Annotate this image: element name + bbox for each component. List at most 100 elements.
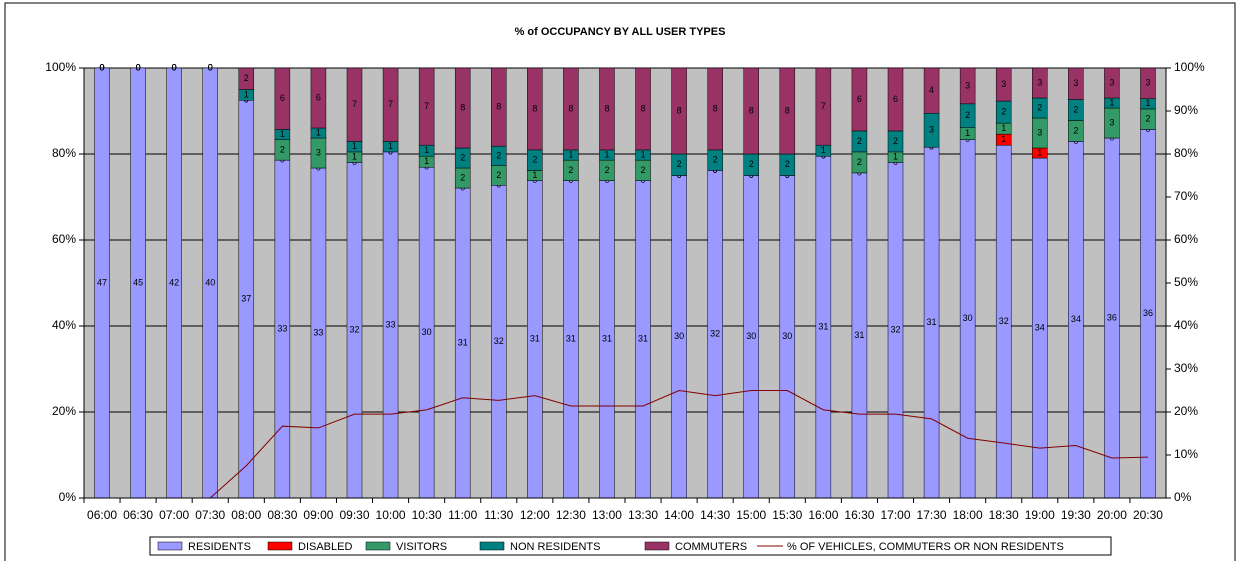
x-tick-label: 07:00	[159, 508, 189, 522]
data-label: 0	[208, 62, 213, 72]
data-label: 1	[532, 170, 537, 180]
data-label: 1	[604, 149, 609, 159]
data-label: 2	[460, 172, 465, 182]
x-tick-label: 16:00	[808, 508, 838, 522]
data-label: 8	[604, 103, 609, 113]
data-label: 8	[532, 103, 537, 113]
data-label: 1	[1145, 98, 1150, 108]
data-label: 1	[893, 152, 898, 162]
data-label: 2	[857, 157, 862, 167]
y2-tick-label: 0%	[1174, 490, 1192, 504]
y2-tick-label: 60%	[1174, 232, 1198, 246]
data-label: 2	[1145, 114, 1150, 124]
bar-segment	[491, 67, 507, 147]
data-label: 30	[422, 327, 432, 337]
data-label: 30	[782, 331, 792, 341]
legend-label: RESIDENTS	[188, 541, 251, 553]
x-tick-label: 06:30	[123, 508, 153, 522]
data-label: 0	[136, 62, 141, 72]
data-label: 0	[136, 62, 141, 72]
data-label: 6	[893, 94, 898, 104]
y-tick-label: 80%	[52, 146, 76, 160]
x-tick-label: 12:30	[556, 508, 586, 522]
data-label: 3	[1037, 127, 1042, 137]
data-label: 37	[241, 294, 251, 304]
data-label: 8	[460, 102, 465, 112]
data-label: 32	[710, 329, 720, 339]
data-label: 1	[280, 129, 285, 139]
data-label: 6	[280, 93, 285, 103]
bar-segment	[635, 67, 651, 151]
y2-tick-label: 30%	[1174, 361, 1198, 375]
data-label: 1	[1037, 147, 1042, 157]
data-label: 2	[857, 136, 862, 146]
x-tick-label: 18:30	[989, 508, 1019, 522]
data-label: 2	[604, 165, 609, 175]
bar-segment	[238, 67, 255, 90]
data-label: 1	[568, 149, 573, 159]
legend-label: COMMUTERS	[675, 541, 747, 553]
data-label: 32	[890, 325, 900, 335]
data-label: 0	[208, 62, 213, 72]
bar-segment	[1104, 67, 1120, 99]
data-label: 2	[532, 155, 537, 165]
data-label: 0	[172, 62, 177, 72]
bar-segment	[995, 67, 1012, 102]
x-tick-label: 15:30	[772, 508, 802, 522]
x-tick-label: 09:00	[303, 508, 333, 522]
legend-swatch	[365, 541, 391, 551]
data-label: 0	[172, 62, 177, 72]
data-label: 8	[785, 105, 790, 115]
x-tick-label: 18:00	[953, 508, 983, 522]
data-label: 42	[169, 277, 179, 287]
x-tick-label: 08:00	[231, 508, 261, 522]
data-label: 0	[100, 62, 105, 72]
data-label: 2	[713, 155, 718, 165]
legend-swatch	[644, 541, 670, 551]
data-label: 3	[1109, 117, 1114, 127]
bar-segment	[310, 67, 327, 129]
bar-segment	[382, 67, 399, 142]
data-label: 2	[460, 152, 465, 162]
data-label: 31	[818, 321, 828, 331]
data-label: 31	[927, 317, 937, 327]
bar-segment	[563, 67, 579, 151]
x-tick-label: 13:00	[592, 508, 622, 522]
bar-segment	[418, 67, 435, 146]
x-tick-label: 19:00	[1025, 508, 1055, 522]
bar-segment	[274, 67, 291, 130]
data-label: 2	[1073, 125, 1078, 135]
data-label: 30	[674, 331, 684, 341]
data-label: 1	[1109, 97, 1114, 107]
legend-swatch	[267, 541, 293, 551]
data-label: 7	[352, 99, 357, 109]
data-label: 1	[1001, 134, 1006, 144]
data-label: 1	[641, 149, 646, 159]
data-label: 3	[1109, 77, 1114, 87]
legend-label: VISITORS	[396, 541, 447, 553]
data-label: 0	[172, 62, 177, 72]
data-label: 32	[494, 336, 504, 346]
data-label: 0	[100, 62, 105, 72]
data-label: 0	[100, 62, 105, 72]
data-label: 31	[854, 330, 864, 340]
x-tick-label: 16:30	[844, 508, 874, 522]
data-label: 8	[496, 101, 501, 111]
data-label: 31	[602, 334, 612, 344]
data-label: 1	[821, 145, 826, 155]
data-label: 8	[749, 105, 754, 115]
x-tick-label: 13:30	[628, 508, 658, 522]
x-tick-label: 12:00	[520, 508, 550, 522]
data-label: 3	[929, 125, 934, 135]
bar-segment	[815, 67, 832, 146]
data-label: 8	[713, 103, 718, 113]
y-tick-label: 100%	[45, 60, 76, 74]
bar-segment	[923, 67, 940, 114]
x-tick-label: 11:00	[448, 508, 477, 522]
data-label: 7	[424, 101, 429, 111]
data-label: 3	[965, 80, 970, 90]
data-label: 3	[1037, 77, 1042, 87]
x-tick-label: 10:30	[412, 508, 442, 522]
x-tick-label: 17:30	[917, 508, 947, 522]
data-label: 30	[963, 313, 973, 323]
